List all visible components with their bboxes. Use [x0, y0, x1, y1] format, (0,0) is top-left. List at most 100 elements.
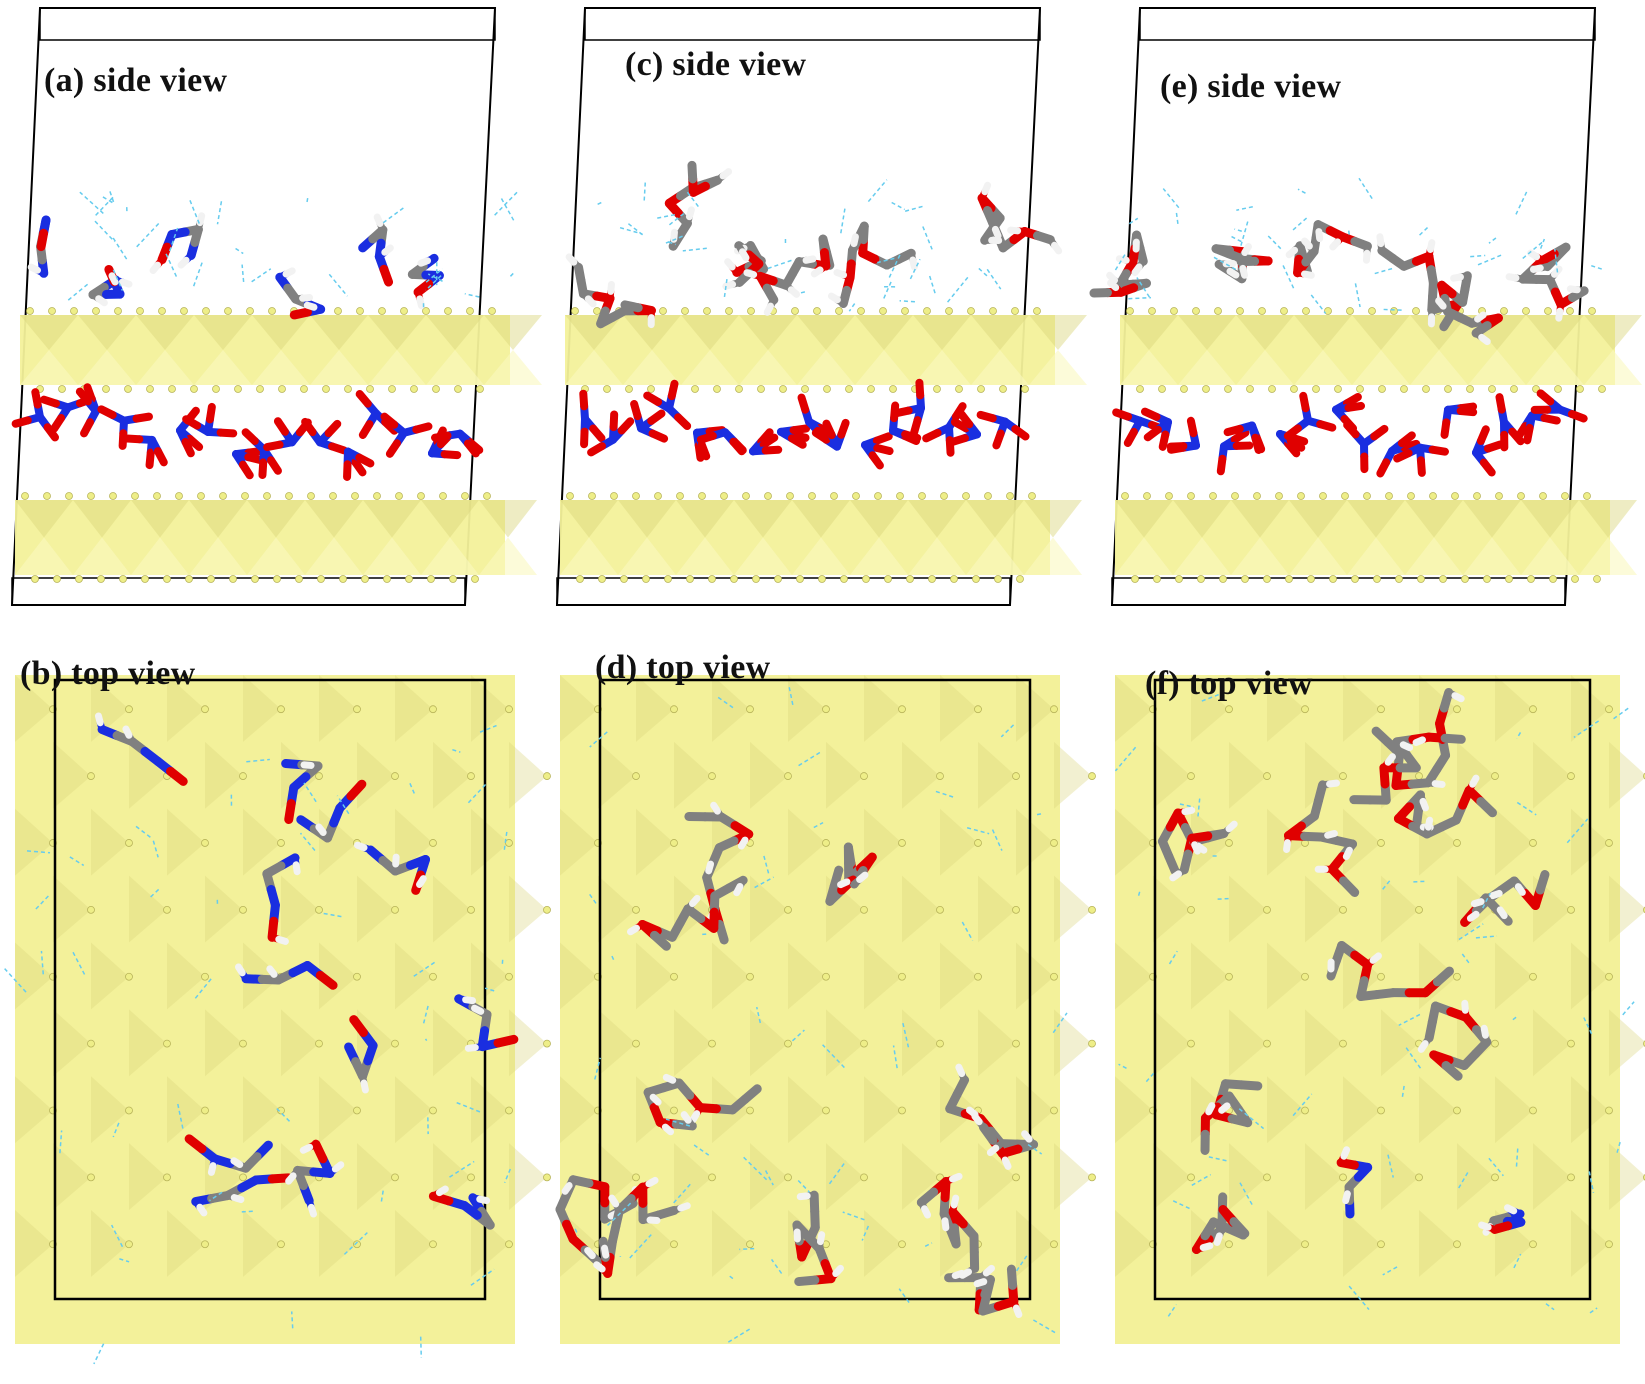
bond-stick	[263, 440, 284, 452]
hydroxyl-atom	[125, 705, 133, 714]
bond-stick	[97, 405, 117, 420]
bond-stick	[1527, 249, 1541, 261]
hydrogen-bond	[791, 1029, 805, 1042]
bond-stick	[244, 453, 265, 465]
hydrogen-bond	[946, 276, 969, 303]
hydroxyl-atom	[994, 575, 1002, 583]
hydroxyl-atom	[339, 575, 347, 583]
hydroxyl-atom	[632, 492, 640, 500]
octahedron-face	[395, 1076, 433, 1144]
hydroxyl-atom	[315, 905, 323, 914]
hydroxyl-atom	[1373, 575, 1381, 583]
hydrogen-bond	[767, 259, 792, 270]
hydroxyl-atom	[1453, 839, 1461, 847]
hydroxyl-atom	[1219, 575, 1227, 583]
bond-stick	[645, 1176, 659, 1188]
bond-stick	[950, 1194, 960, 1209]
octahedron-face	[565, 350, 623, 385]
hydroxyl-atom	[322, 385, 330, 393]
bond-stick	[1478, 1221, 1492, 1231]
hydrogen-bond	[904, 205, 925, 212]
bond-stick	[166, 766, 188, 786]
hydrogen-bond	[1015, 1254, 1029, 1272]
octahedron-face	[1054, 741, 1092, 809]
hydroxyl-atom	[852, 492, 860, 500]
hydrogen-bond	[668, 212, 685, 226]
panel-c-side-view: (c) side view	[545, 0, 1087, 650]
hydroxyl-atom	[1319, 492, 1327, 500]
hydrogen-bond	[1383, 308, 1403, 311]
hydroxyl-atom	[1567, 1173, 1575, 1182]
octahedron-face	[1229, 741, 1267, 809]
hydrogen-bond	[425, 275, 442, 291]
hydroxyl-atom	[1422, 385, 1430, 393]
hydroxyl-atom	[1491, 1173, 1499, 1182]
octahedron-face	[78, 350, 136, 385]
hydrogen-bond	[165, 253, 178, 279]
bond-stick	[182, 415, 202, 430]
octahedron-face	[913, 315, 971, 350]
hydroxyl-atom	[383, 575, 391, 583]
bond-stick	[872, 432, 893, 445]
hydrogen-bond	[1588, 1171, 1595, 1193]
hydroxyl-atom	[610, 492, 618, 500]
hydrogen-bond	[136, 221, 161, 248]
octahedron-face	[73, 537, 131, 575]
octahedron-face	[1054, 1009, 1092, 1077]
hydroxyl-atom	[818, 575, 826, 583]
octahedron-face	[1229, 1009, 1267, 1077]
hydroxyl-atom	[1529, 1106, 1537, 1115]
hydrogen-bond	[1475, 935, 1498, 939]
hydrogen-bond	[935, 790, 956, 799]
bond-stick	[950, 418, 970, 433]
hydroxyl-atom	[1488, 385, 1496, 393]
hydrogen-bond	[796, 751, 821, 768]
hydrogen-bond	[1292, 1093, 1313, 1117]
octahedron-face	[560, 1076, 598, 1144]
hydrogen-bond	[305, 197, 309, 205]
hydroxyl-atom	[239, 905, 247, 914]
hydroxyl-atom	[201, 705, 209, 714]
octahedron-face	[310, 350, 368, 385]
hydroxyl-atom	[1187, 905, 1195, 914]
hydroxyl-atom	[461, 492, 469, 500]
hydrogen-bond	[1137, 889, 1141, 896]
hydrogen-bond	[1382, 1266, 1398, 1276]
octahedron-face	[560, 808, 598, 876]
octahedron-face	[1533, 1143, 1571, 1211]
bond-stick	[649, 930, 671, 951]
bond-stick	[1123, 427, 1138, 447]
hydrogen-bond	[464, 292, 480, 298]
hydroxyl-atom	[505, 1240, 513, 1249]
hydroxyl-atom	[1561, 492, 1569, 500]
octahedron-face	[1419, 675, 1457, 742]
hydroxyl-atom	[92, 307, 100, 315]
hydrogen-bond	[4, 968, 27, 993]
hydroxyl-atom	[632, 1039, 640, 1048]
hydroxyl-atom	[955, 385, 963, 393]
octahedron-face	[739, 315, 797, 350]
bond-stick	[620, 300, 643, 313]
bond-stick	[1514, 883, 1526, 896]
bond-stick	[381, 244, 394, 256]
hydrogen-bond	[961, 921, 974, 941]
hydroxyl-atom	[1351, 575, 1359, 583]
bond-stick	[955, 1063, 966, 1078]
bond-stick	[1416, 456, 1426, 477]
hydroxyl-atom	[1339, 1173, 1347, 1182]
hydroxyl-atom	[1529, 705, 1537, 714]
octahedron-face	[91, 1210, 129, 1277]
panel-f-top-view: (f) top view	[1100, 655, 1645, 1384]
octahedron-face	[1609, 1009, 1645, 1077]
bond-stick	[1241, 243, 1252, 257]
hydrogen-bond	[922, 226, 933, 250]
hydroxyl-atom	[784, 1039, 792, 1048]
octahedron-face	[1526, 350, 1584, 385]
bond-stick	[837, 878, 851, 889]
unit-cell-edge	[556, 577, 1011, 605]
hydroxyl-atom	[410, 385, 418, 393]
bond-stick	[462, 996, 477, 1005]
hydroxyl-atom	[1258, 307, 1266, 315]
bond-stick	[258, 458, 268, 479]
bond-stick	[1001, 1156, 1012, 1170]
